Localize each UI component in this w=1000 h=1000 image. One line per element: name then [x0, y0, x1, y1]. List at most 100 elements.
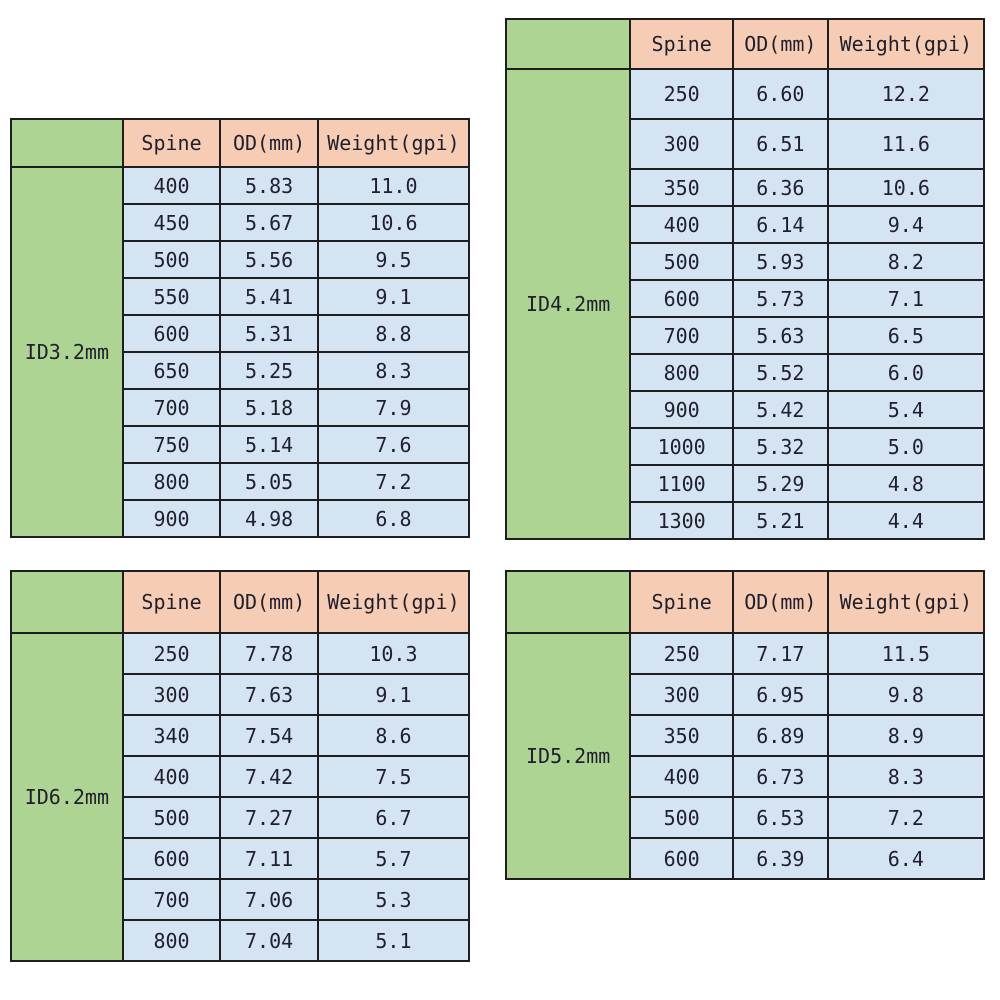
table-cell: 500: [121, 240, 222, 279]
table-cell: 6.89: [732, 714, 829, 757]
table-cell: 6.0: [826, 353, 986, 392]
table-cell: 1100: [629, 464, 735, 503]
table-row: 1000 5.32 5.0: [506, 427, 986, 466]
table-cell: 600: [121, 314, 222, 353]
table-row: ID4.2mm 250 6.60 12.2: [504, 68, 986, 540]
table-cell: 800: [121, 919, 222, 962]
table-row: 550 5.41 9.1: [11, 277, 471, 316]
table-cell: 5.63: [732, 316, 829, 355]
table-cell: 700: [121, 878, 222, 921]
table-cell: 6.14: [732, 205, 829, 244]
table-row: 400 6.14 9.4: [506, 205, 986, 244]
table-cell: 5.0: [826, 427, 986, 466]
table-cell: 5.52: [732, 353, 829, 392]
header-row: Spine OD(mm) Weight(gpi): [504, 18, 986, 70]
column-header-od: OD(mm): [732, 570, 829, 634]
table-cell: 5.7: [316, 837, 471, 880]
table-cell: 500: [629, 242, 735, 281]
table-cell: 340: [121, 714, 222, 757]
column-header-od: OD(mm): [219, 570, 319, 634]
table-cell: 400: [629, 755, 735, 798]
table-cell: 5.56: [219, 240, 319, 279]
column-header-spine: Spine: [121, 118, 222, 168]
table-row: 300 7.63 9.1: [11, 673, 471, 716]
table-row: 600 5.31 8.8: [11, 314, 471, 353]
table-cell: 750: [121, 425, 222, 464]
table-cell: 7.11: [219, 837, 319, 880]
table-cell: 5.3: [316, 878, 471, 921]
table-row: 500 6.53 7.2: [506, 796, 986, 839]
table-cell: 7.9: [316, 388, 471, 427]
table-cell: 9.1: [316, 277, 471, 316]
table-cell: 6.36: [732, 168, 829, 207]
table-cell: 8.6: [316, 714, 471, 757]
table-cell: 6.39: [732, 837, 829, 880]
table-cell: 8.3: [316, 351, 471, 390]
table-row: ID6.2mm 250 7.78 10.3: [10, 632, 471, 962]
table-cell: 6.95: [732, 673, 829, 716]
spec-table: Spine OD(mm) Weight(gpi) ID3.2mm 400 5.83 1…: [10, 118, 471, 538]
table-cell: 650: [121, 351, 222, 390]
column-header-spine: Spine: [629, 570, 735, 634]
table-row: ID3.2mm 400 5.83 11.0: [10, 166, 471, 538]
table-row: 350 6.89 8.9: [506, 714, 986, 757]
table-cell: 900: [629, 390, 735, 429]
table-cell: 6.53: [732, 796, 829, 839]
table-cell: 6.8: [316, 499, 471, 538]
table-cell: 600: [629, 837, 735, 880]
table-cell: 350: [629, 168, 735, 207]
column-header-spine: Spine: [121, 570, 222, 634]
table-cell: 5.42: [732, 390, 829, 429]
table-cell: 6.73: [732, 755, 829, 798]
corner-cell: [504, 570, 632, 634]
table-cell: 250: [629, 68, 735, 120]
table-cell: 500: [629, 796, 735, 839]
table-cell: 10.3: [316, 632, 471, 675]
table-row: 350 6.36 10.6: [506, 168, 986, 207]
table-cell: 1000: [629, 427, 735, 466]
table-cell: 9.5: [316, 240, 471, 279]
table-cell: 4.98: [219, 499, 319, 538]
table-cell: 5.18: [219, 388, 319, 427]
table-cell: 5.73: [732, 279, 829, 318]
table-row: 900 4.98 6.8: [11, 499, 471, 538]
table-cell: 800: [121, 462, 222, 501]
table-cell: 7.78: [219, 632, 319, 675]
table-cell: 7.1: [826, 279, 986, 318]
table-row: 650 5.25 8.3: [11, 351, 471, 390]
table-row: 900 5.42 5.4: [506, 390, 986, 429]
column-header-od: OD(mm): [732, 18, 829, 70]
table-cell: 10.6: [316, 203, 471, 242]
table-id3-2mm: Spine OD(mm) Weight(gpi) ID3.2mm 400 5.83 1…: [10, 118, 471, 538]
table-cell: 4.8: [826, 464, 986, 503]
table-row: 700 5.18 7.9: [11, 388, 471, 427]
table-cell: 7.42: [219, 755, 319, 798]
table-cell: 600: [629, 279, 735, 318]
table-row: 500 5.56 9.5: [11, 240, 471, 279]
table-row: 500 5.93 8.2: [506, 242, 986, 281]
table-row: 700 5.63 6.5: [506, 316, 986, 355]
table-cell: 7.04: [219, 919, 319, 962]
table-id6-2mm: Spine OD(mm) Weight(gpi) ID6.2mm 250 7.78 1…: [10, 570, 471, 962]
table-cell: 7.6: [316, 425, 471, 464]
table-row: 700 7.06 5.3: [11, 878, 471, 921]
header-row: Spine OD(mm) Weight(gpi): [10, 118, 471, 168]
table-cell: 700: [629, 316, 735, 355]
table-cell: 5.41: [219, 277, 319, 316]
table-id5-2mm: Spine OD(mm) Weight(gpi) ID5.2mm 250 7.17 1…: [504, 570, 986, 880]
table-cell: 250: [629, 632, 735, 675]
table-cell: 11.6: [826, 118, 986, 170]
table-cell: 450: [121, 203, 222, 242]
spec-table: Spine OD(mm) Weight(gpi) ID4.2mm 250 6.60 1…: [504, 18, 986, 540]
table-cell: 400: [121, 166, 222, 205]
table-cell: 5.29: [732, 464, 829, 503]
row-group-label: ID5.2mm: [504, 632, 632, 880]
table-cell: 10.6: [826, 168, 986, 207]
table-cell: 300: [629, 118, 735, 170]
table-cell: 5.1: [316, 919, 471, 962]
table-cell: 300: [121, 673, 222, 716]
column-header-od: OD(mm): [219, 118, 319, 168]
table-cell: 7.2: [826, 796, 986, 839]
spec-table: Spine OD(mm) Weight(gpi) ID5.2mm 250 7.17 1…: [504, 570, 986, 880]
